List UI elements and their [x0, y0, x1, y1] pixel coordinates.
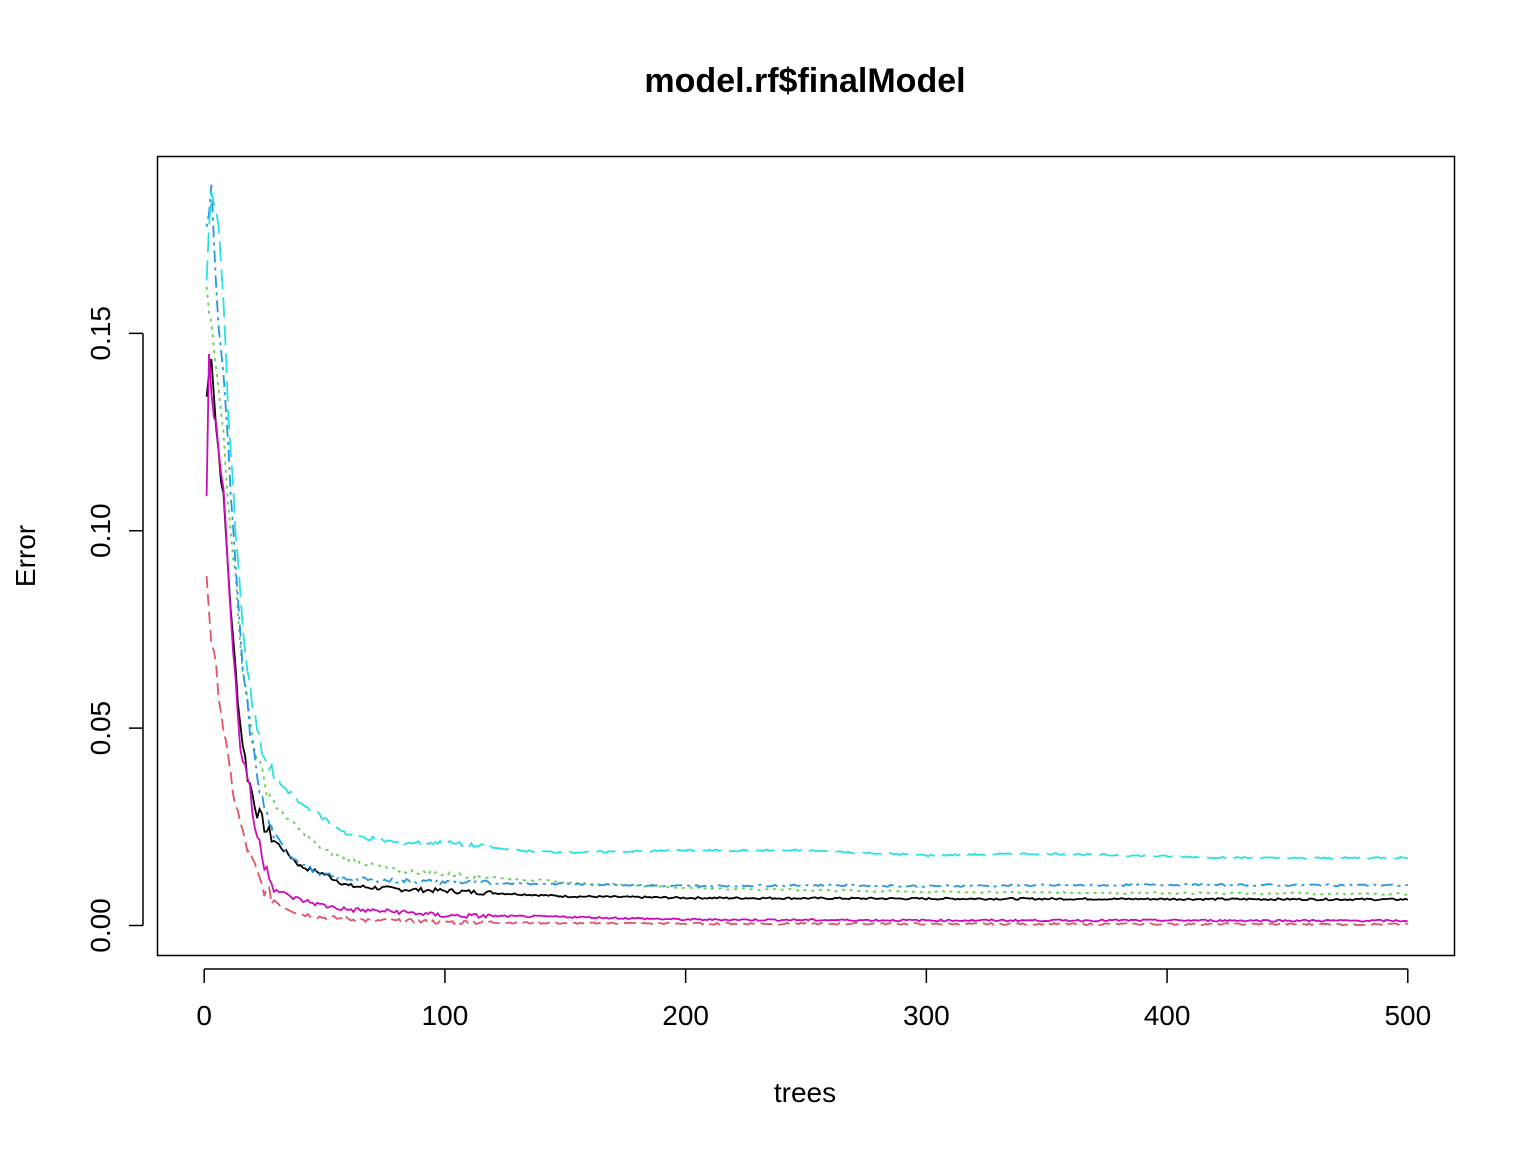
series-line-2 — [205, 575, 1409, 927]
x-axis: 0 100 200 300 400 500 — [196, 968, 1431, 1031]
series-layer — [205, 184, 1409, 927]
x-tick-label: 100 — [422, 1000, 469, 1031]
series-line-6 — [205, 353, 1408, 923]
y-axis-label: Error — [10, 525, 41, 587]
x-tick-label: 200 — [662, 1000, 709, 1031]
series-line-1 — [205, 359, 1409, 902]
x-tick-label: 0 — [196, 1000, 212, 1031]
y-tick-label: 0.05 — [85, 701, 116, 756]
series-line-3 — [205, 286, 1409, 896]
x-tick-label: 300 — [903, 1000, 950, 1031]
y-tick-label: 0.00 — [85, 898, 116, 953]
y-tick-label: 0.15 — [85, 306, 116, 361]
x-axis-label: trees — [774, 1077, 836, 1108]
y-tick-label: 0.10 — [85, 503, 116, 558]
series-line-5 — [205, 191, 1409, 861]
x-tick-label: 500 — [1384, 1000, 1431, 1031]
series-line-4 — [205, 184, 1408, 888]
chart-title: model.rf$finalModel — [644, 62, 965, 100]
plot-frame — [156, 155, 1456, 957]
y-axis: 0.00 0.05 0.10 0.15 — [85, 306, 144, 953]
x-tick-label: 400 — [1144, 1000, 1191, 1031]
